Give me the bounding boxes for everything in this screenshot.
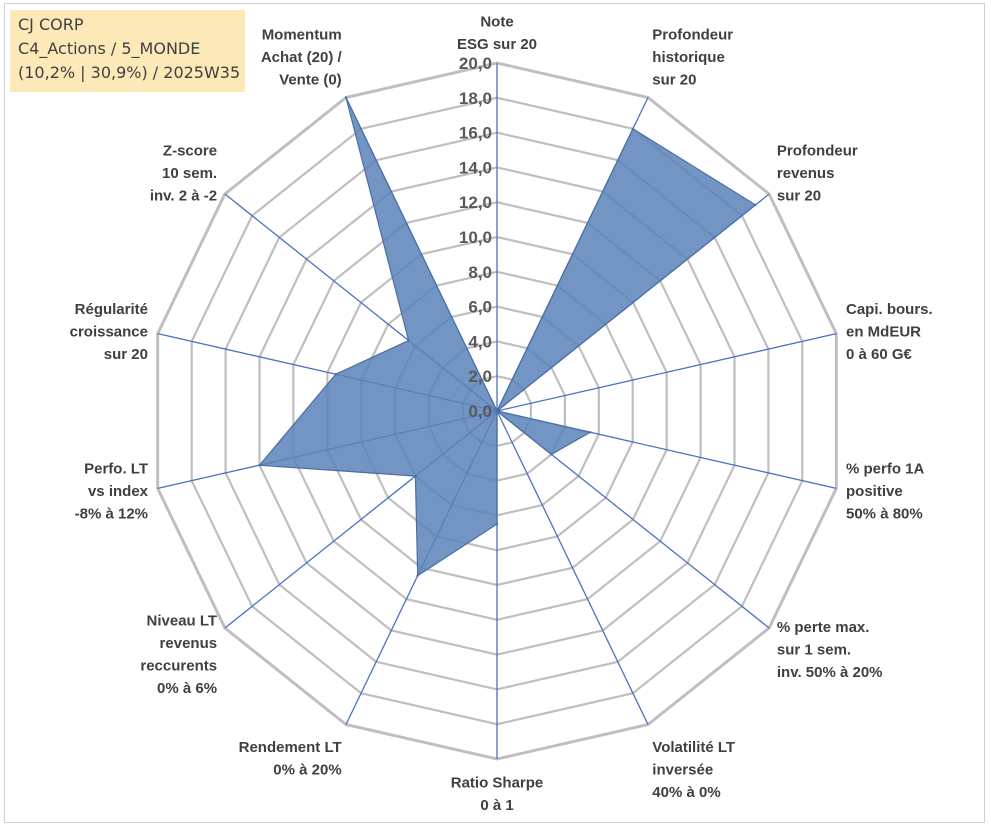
category-label: Note ESG sur 20 bbox=[457, 14, 537, 54]
category-label: Perfo. LT vs index -8% à 12% bbox=[75, 460, 149, 522]
tick-label: 12,0 bbox=[459, 193, 492, 212]
category-label: Capi. bours. en MdEUR 0 à 60 G€ bbox=[846, 301, 933, 363]
radar-series bbox=[258, 96, 757, 577]
radar-spoke bbox=[496, 332, 837, 412]
category-path: C4_Actions / 5_MONDE bbox=[18, 39, 201, 58]
radial-tick-labels: 0,0 2,0 4,0 6,0 8,0 10,0 12,0 14,0 16,0 18,0 20,0 bbox=[459, 54, 492, 421]
tick-label: 14,0 bbox=[459, 158, 492, 177]
category-labels: Note ESG sur 20 Profondeur historique sur 20… bbox=[70, 14, 933, 815]
tick-label: 2,0 bbox=[468, 367, 492, 386]
data-point bbox=[754, 203, 757, 207]
data-point bbox=[334, 373, 337, 376]
tick-label: 4,0 bbox=[468, 332, 492, 351]
data-point bbox=[258, 464, 261, 467]
tick-label: 8,0 bbox=[468, 263, 492, 282]
data-point bbox=[414, 474, 417, 478]
tick-label: 10,0 bbox=[459, 228, 492, 247]
summary-line: (10,2% | 30,9%) / 2025W35 bbox=[18, 63, 241, 82]
category-label: Rendement LT 0% à 20% bbox=[239, 739, 342, 779]
category-label: Profondeur revenus sur 20 bbox=[777, 143, 858, 205]
tick-label: 0,0 bbox=[468, 402, 492, 421]
category-label: Niveau LT revenus reccurents 0% à 6% bbox=[140, 613, 217, 698]
data-point bbox=[550, 453, 553, 456]
company-name: CJ CORP bbox=[18, 15, 84, 34]
info-box: CJ CORP C4_Actions / 5_MONDE (10,2% | 30… bbox=[10, 10, 245, 92]
category-label: Z-score 10 sem. inv. 2 à -2 bbox=[150, 143, 217, 205]
data-point bbox=[631, 127, 635, 130]
data-point bbox=[416, 574, 419, 577]
category-label: % perfo 1A positive 50% à 80% bbox=[846, 460, 925, 522]
tick-label: 16,0 bbox=[459, 124, 492, 143]
category-label: Momentum Achat (20) / Vente (0) bbox=[261, 27, 343, 89]
category-label: Profondeur historique sur 20 bbox=[652, 27, 733, 89]
data-point bbox=[589, 431, 592, 434]
radar-spoke bbox=[496, 410, 649, 725]
category-label: Régularité croissance sur 20 bbox=[70, 301, 148, 363]
tick-label: 18,0 bbox=[459, 89, 492, 108]
data-point bbox=[495, 522, 499, 526]
tick-label: 20,0 bbox=[459, 54, 492, 73]
data-point bbox=[407, 339, 410, 342]
tick-label: 6,0 bbox=[468, 298, 492, 317]
data-point bbox=[344, 96, 348, 99]
category-label: % perte max. sur 1 sem. inv. 50% à 20% bbox=[777, 619, 883, 681]
data-point bbox=[495, 409, 499, 413]
category-label: Volatilité LT inversée 40% à 0% bbox=[652, 739, 735, 801]
category-label: Ratio Sharpe 0 à 1 bbox=[451, 775, 544, 815]
